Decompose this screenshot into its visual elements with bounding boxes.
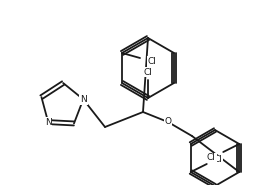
Text: O: O — [164, 117, 171, 127]
Text: Cl: Cl — [144, 68, 152, 77]
Text: Cl: Cl — [213, 156, 222, 164]
Text: Cl: Cl — [207, 154, 216, 162]
Text: N: N — [80, 95, 87, 104]
Text: Cl: Cl — [147, 56, 156, 65]
Text: N: N — [45, 118, 51, 127]
